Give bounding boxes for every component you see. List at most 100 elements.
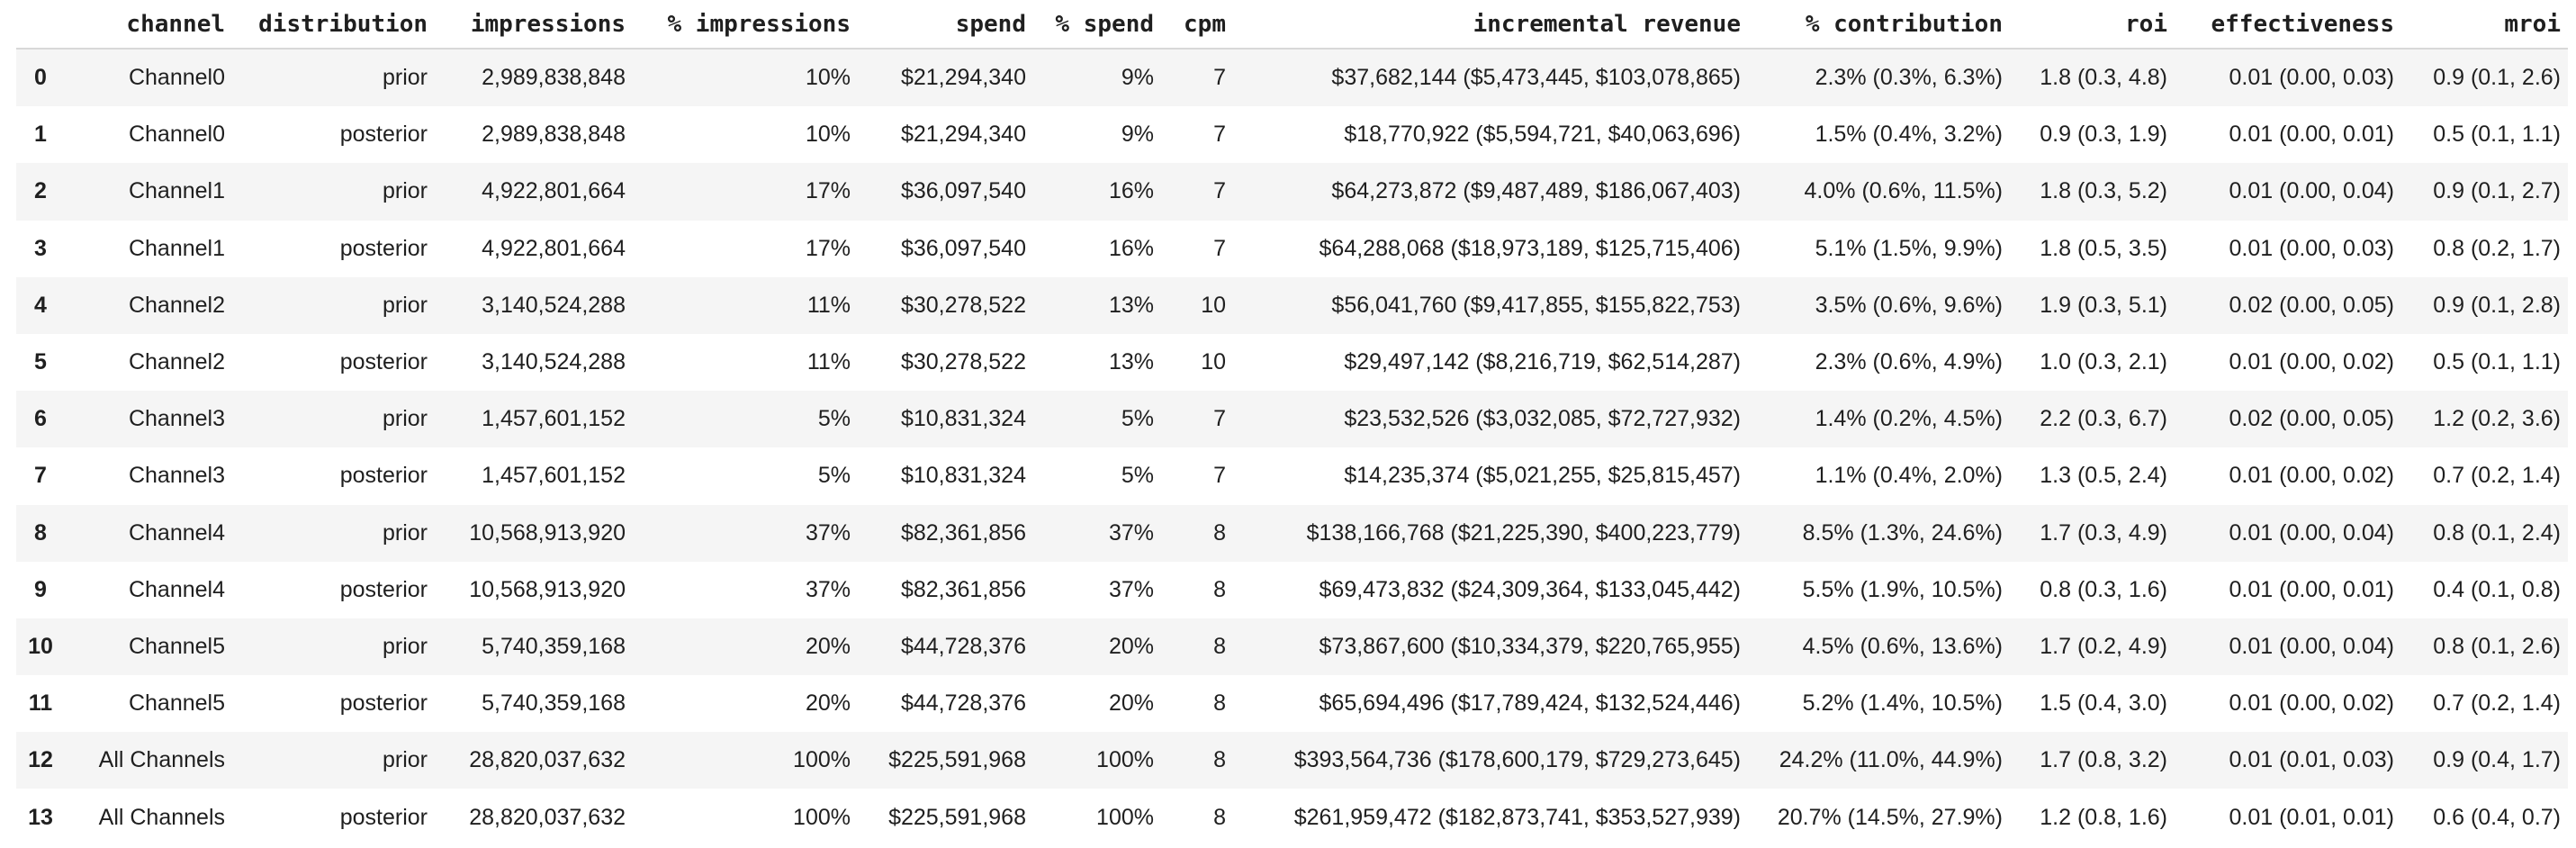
cell-pct_spend: 100% [1096,804,1154,830]
cell-cpm: 7 [1213,178,1226,204]
cell-mroi: 0.5 (0.1, 1.1) [2433,122,2561,148]
cell-distribution: posterior [339,235,428,261]
cell-distribution: prior [382,178,428,204]
cell-distribution: prior [382,747,428,773]
cell-effectiveness: 0.01 (0.00, 0.02) [2229,690,2394,717]
row-index: 1 [34,122,47,148]
cell-channel: Channel4 [128,576,225,602]
cell-spend: $225,591,968 [888,747,1026,773]
cell-cpm: 8 [1213,747,1226,773]
cell-effectiveness: 0.02 (0.00, 0.05) [2229,292,2394,318]
cell-roi: 0.8 (0.3, 1.6) [2040,576,2167,602]
cell-impressions: 10,568,913,920 [469,576,626,602]
table-body: 0 Channel0 prior 2,989,838,848 10% $21,294,34… [16,49,2568,846]
cell-cpm: 8 [1213,804,1226,830]
cell-roi: 1.7 (0.3, 4.9) [2040,519,2167,546]
cell-cpm: 7 [1213,235,1226,261]
cell-channel: All Channels [98,804,225,830]
cell-mroi: 1.2 (0.2, 3.6) [2433,406,2561,432]
cell-pct_contribution: 8.5% (1.3%, 24.6%) [1802,519,2003,546]
cell-pct_spend: 9% [1121,65,1154,91]
cell-pct_contribution: 1.4% (0.2%, 4.5%) [1815,406,2003,432]
cell-channel: Channel3 [128,406,225,432]
cell-pct_spend: 16% [1108,235,1154,261]
row-index: 2 [34,178,47,204]
cell-distribution: prior [382,292,428,318]
cell-cpm: 7 [1213,406,1226,432]
header-row: channel distribution impressions % impre… [16,0,2568,50]
cell-pct_impressions: 5% [817,463,851,489]
row-index: 7 [34,463,47,489]
row-index: 0 [34,65,47,91]
cell-spend: $44,728,376 [900,690,1026,717]
table-row: 0 Channel0 prior 2,989,838,848 10% $21,294,34… [16,49,2568,107]
cell-channel: Channel5 [128,690,225,717]
cell-mroi: 0.9 (0.1, 2.7) [2433,178,2561,204]
cell-roi: 0.9 (0.3, 1.9) [2040,122,2167,148]
cell-channel: Channel2 [128,292,225,318]
cell-channel: Channel2 [128,349,225,375]
column-header-incremental-revenue: incremental revenue [1235,0,1750,50]
cell-spend: $36,097,540 [900,235,1026,261]
cell-incremental_revenue: $138,166,768 ($21,225,390, $400,223,779) [1306,519,1741,546]
cell-effectiveness: 0.01 (0.00, 0.04) [2229,519,2394,546]
row-index: 13 [28,804,53,830]
cell-cpm: 8 [1213,633,1226,659]
cell-pct_spend: 9% [1121,122,1154,148]
cell-pct_contribution: 1.5% (0.4%, 3.2%) [1815,122,2003,148]
table-row: 3 Channel1 posterior 4,922,801,664 17% $36,09… [16,220,2568,277]
cell-pct_spend: 13% [1108,292,1154,318]
cell-roi: 1.8 (0.3, 5.2) [2040,178,2167,204]
cell-pct_spend: 13% [1108,349,1154,375]
table-header: channel distribution impressions % impre… [16,0,2568,50]
row-index: 6 [34,406,47,432]
cell-pct_contribution: 2.3% (0.3%, 6.3%) [1815,65,2003,91]
cell-pct_contribution: 4.5% (0.6%, 13.6%) [1802,633,2003,659]
cell-channel: All Channels [98,747,225,773]
cell-mroi: 0.9 (0.4, 1.7) [2433,747,2561,773]
cell-incremental_revenue: $64,273,872 ($9,487,489, $186,067,403) [1331,178,1741,204]
cell-pct_contribution: 24.2% (11.0%, 44.9%) [1779,747,2003,773]
cell-cpm: 10 [1201,349,1226,375]
row-index: 8 [34,519,47,546]
column-header-distribution: distribution [234,0,437,50]
cell-impressions: 4,922,801,664 [482,178,626,204]
cell-distribution: prior [382,519,428,546]
cell-roi: 1.8 (0.3, 4.8) [2040,65,2167,91]
cell-pct_spend: 5% [1121,463,1154,489]
cell-pct_impressions: 11% [806,349,851,375]
cell-incremental_revenue: $393,564,736 ($178,600,179, $729,273,645… [1293,747,1741,773]
row-index: 4 [34,292,47,318]
cell-roi: 1.2 (0.8, 1.6) [2040,804,2167,830]
column-header-cpm: cpm [1163,0,1235,50]
cell-incremental_revenue: $64,288,068 ($18,973,189, $125,715,406) [1319,235,1741,261]
channel-summary-table: channel distribution impressions % impre… [16,0,2568,846]
cell-pct_spend: 37% [1108,519,1154,546]
cell-incremental_revenue: $261,959,472 ($182,873,741, $353,527,939… [1293,804,1741,830]
cell-effectiveness: 0.01 (0.00, 0.03) [2229,65,2394,91]
cell-cpm: 8 [1213,519,1226,546]
cell-pct_contribution: 2.3% (0.6%, 4.9%) [1815,349,2003,375]
cell-pct_impressions: 17% [805,235,851,261]
cell-roi: 1.7 (0.2, 4.9) [2040,633,2167,659]
cell-incremental_revenue: $65,694,496 ($17,789,424, $132,524,446) [1319,690,1741,717]
cell-cpm: 8 [1213,576,1226,602]
cell-incremental_revenue: $73,867,600 ($10,334,379, $220,765,955) [1319,633,1741,659]
cell-spend: $82,361,856 [900,576,1026,602]
cell-pct_spend: 16% [1108,178,1154,204]
cell-pct_impressions: 37% [805,519,851,546]
cell-roi: 2.2 (0.3, 6.7) [2040,406,2167,432]
cell-spend: $30,278,522 [900,349,1026,375]
cell-incremental_revenue: $23,532,526 ($3,032,085, $72,727,932) [1344,406,1741,432]
cell-mroi: 0.4 (0.1, 0.8) [2433,576,2561,602]
table-row: 6 Channel3 prior 1,457,601,152 5% $10,831,324… [16,391,2568,448]
cell-incremental_revenue: $37,682,144 ($5,473,445, $103,078,865) [1331,65,1741,91]
cell-cpm: 7 [1213,463,1226,489]
cell-impressions: 5,740,359,168 [482,633,626,659]
column-header-impressions: impressions [437,0,635,50]
cell-distribution: prior [382,65,428,91]
column-header-spend: spend [860,0,1035,50]
cell-effectiveness: 0.01 (0.00, 0.01) [2229,122,2394,148]
cell-channel: Channel0 [128,122,225,148]
cell-impressions: 28,820,037,632 [469,747,626,773]
